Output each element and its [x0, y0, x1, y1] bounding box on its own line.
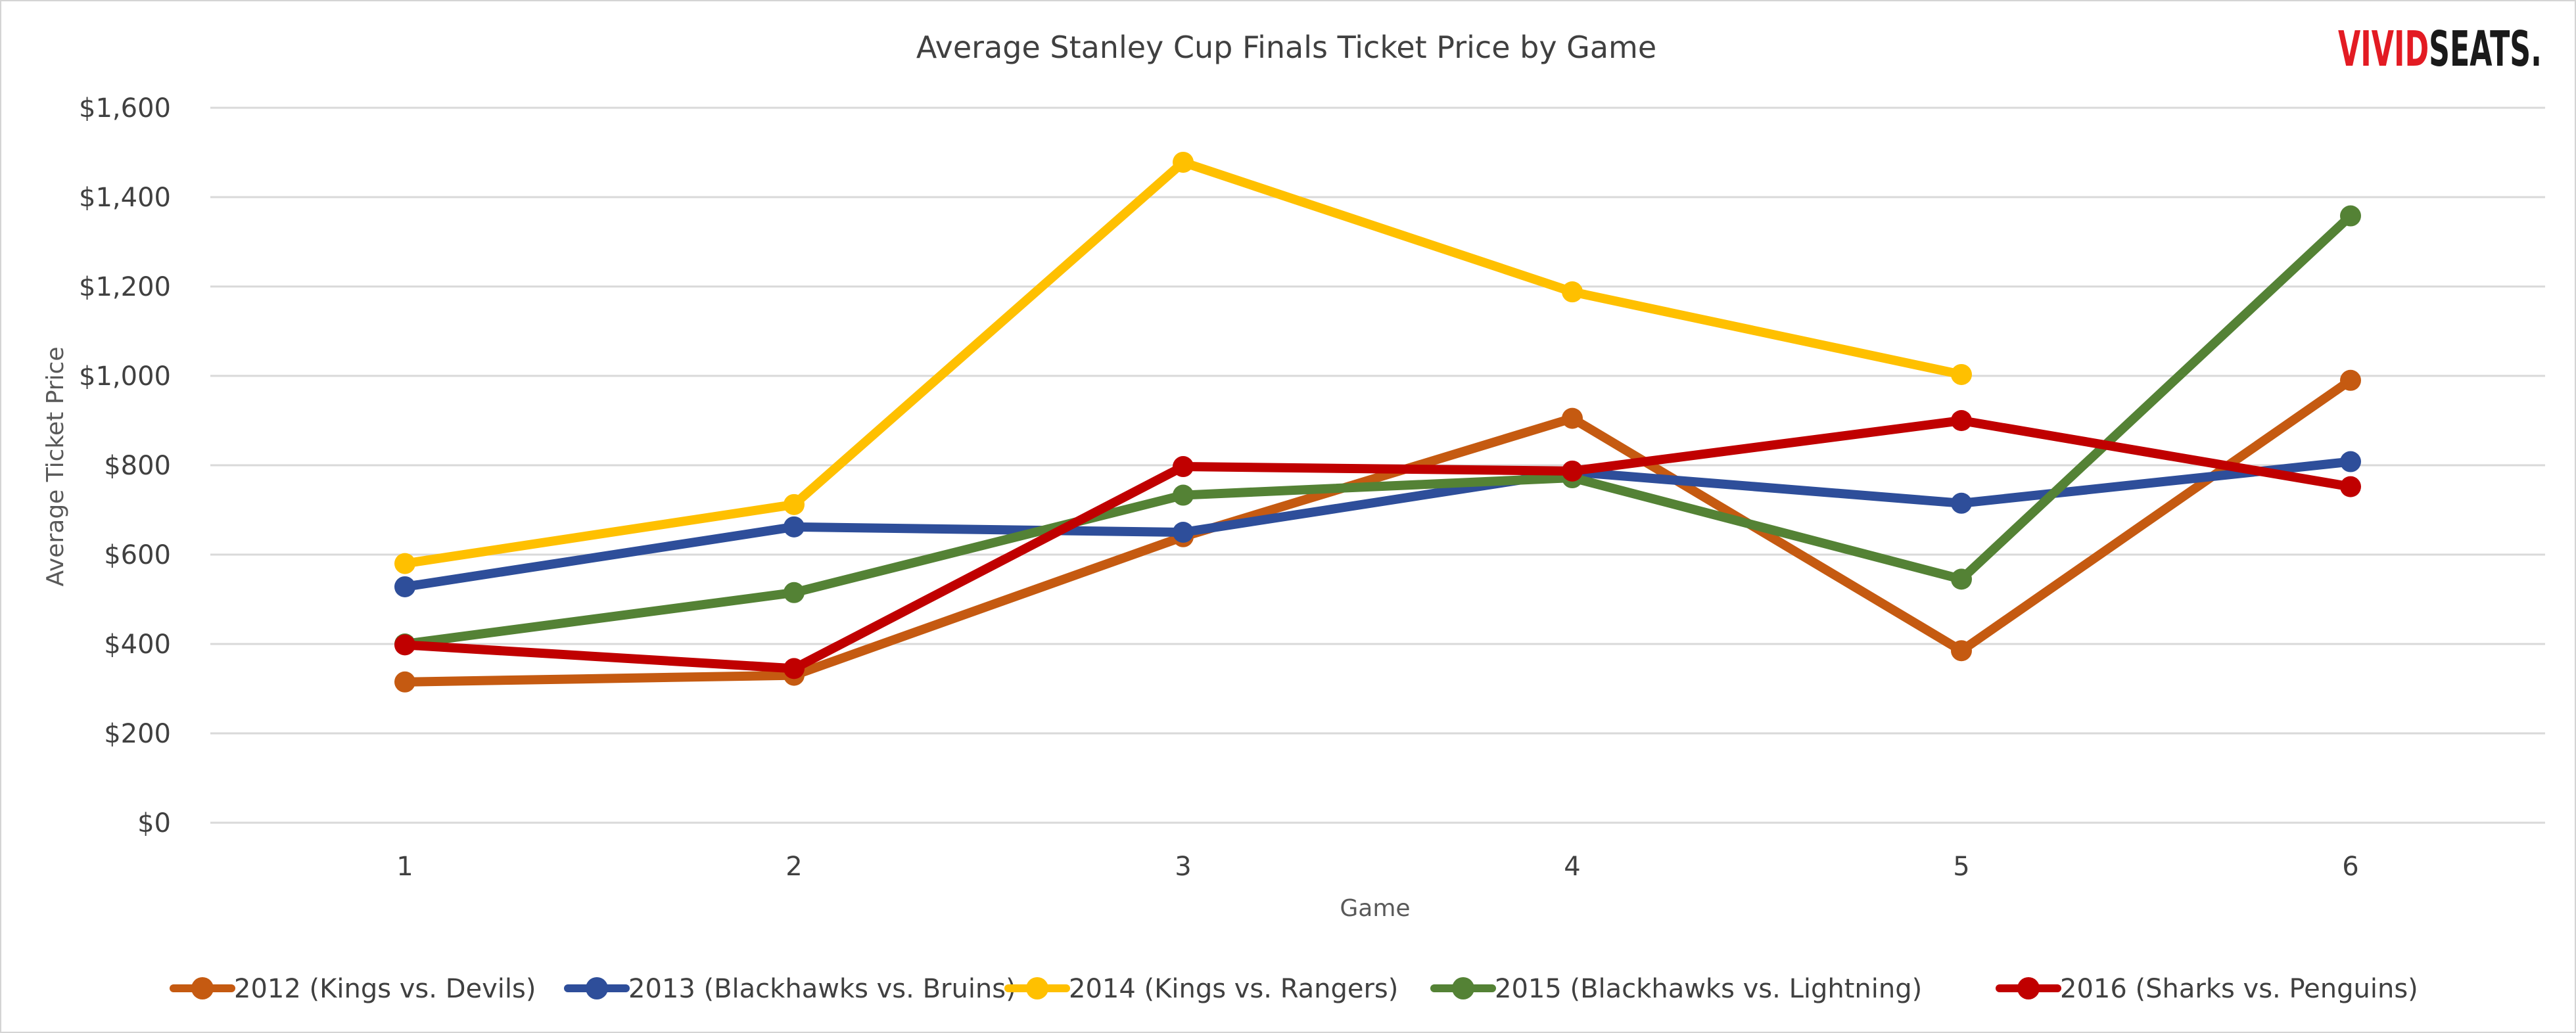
legend-item: 2012 (Kings vs. Devils) [170, 974, 536, 1004]
series-lines [394, 151, 2361, 693]
data-point [1951, 410, 1972, 431]
series-line [400, 211, 2355, 649]
logo-dot: . [2531, 21, 2542, 78]
data-point [1562, 460, 1583, 482]
data-point [1951, 492, 1972, 514]
series-line [400, 457, 2355, 591]
legend-label: 2015 (Blackhawks vs. Lightning) [1495, 974, 1922, 1004]
y-tick-label: $1,200 [79, 272, 171, 302]
legend-item: 2015 (Blackhawks vs. Lightning) [1430, 974, 1922, 1004]
data-point [1173, 456, 1194, 478]
legend-item: 2016 (Sharks vs. Penguins) [1996, 974, 2418, 1004]
x-tick-label: 2 [785, 852, 802, 882]
data-point [1951, 363, 1972, 385]
x-tick-label: 4 [1564, 852, 1580, 882]
data-point [2340, 476, 2361, 497]
y-tick-label: $600 [104, 540, 171, 570]
y-tick-label: $0 [137, 808, 171, 838]
y-tick-label: $800 [104, 451, 171, 481]
data-point [1173, 484, 1194, 506]
logo-vivid: VIVID [2338, 21, 2429, 78]
data-point [394, 671, 415, 693]
y-tick-label: $1,000 [79, 361, 171, 392]
x-axis-ticks: 1 2 3 4 5 6 [396, 852, 2358, 882]
series-line [400, 375, 2355, 687]
data-point [2340, 205, 2361, 227]
y-axis-label: Average Ticket Price [42, 346, 69, 586]
legend-item: 2013 (Blackhawks vs. Bruins) [564, 974, 1016, 1004]
data-point [2340, 451, 2361, 472]
series-3 [394, 151, 1972, 574]
x-tick-label: 5 [1953, 852, 1969, 882]
y-tick-label: $1,400 [79, 183, 171, 213]
vividseats-logo: VIVIDSEATS. [2338, 21, 2542, 78]
x-tick-label: 1 [396, 852, 413, 882]
svg-text:VIVIDSEATS.: VIVIDSEATS. [2338, 21, 2542, 78]
data-point [2340, 369, 2361, 391]
data-point [784, 516, 805, 538]
data-point [784, 658, 805, 679]
legend-label: 2012 (Kings vs. Devils) [234, 974, 536, 1004]
data-point [784, 494, 805, 515]
data-point [1951, 568, 1972, 590]
data-point [394, 634, 415, 656]
data-point [1173, 522, 1194, 543]
legend: 2012 (Kings vs. Devils) 2013 (Blackhawks … [170, 974, 2418, 1004]
y-tick-label: $1,600 [79, 93, 171, 124]
legend-swatch-marker [1026, 977, 1048, 999]
data-point [394, 576, 415, 597]
series-2 [394, 451, 2361, 597]
chart-title: Average Stanley Cup Finals Ticket Price … [916, 30, 1656, 65]
data-point [1951, 640, 1972, 662]
data-point [784, 582, 805, 603]
y-axis-ticks: $0 $200 $400 $600 $800 $1,000 $1,200 $1,400 $1,6… [79, 93, 171, 838]
y-tick-label: $200 [104, 719, 171, 749]
legend-swatch-marker [2017, 977, 2040, 999]
series-line [400, 416, 2355, 674]
x-tick-label: 3 [1175, 852, 1191, 882]
logo-seats: SEATS [2429, 21, 2531, 78]
series-5 [394, 410, 2361, 679]
legend-item: 2014 (Kings vs. Rangers) [1004, 974, 1398, 1004]
data-point [1173, 151, 1194, 173]
x-axis-label: Game [1340, 895, 1410, 922]
x-tick-label: 6 [2342, 852, 2358, 882]
y-tick-label: $400 [104, 630, 171, 660]
data-point [1562, 407, 1583, 429]
data-point [394, 553, 415, 574]
legend-swatch-marker [191, 977, 214, 999]
legend-label: 2016 (Sharks vs. Penguins) [2060, 974, 2418, 1004]
series-4 [394, 205, 2361, 654]
legend-label: 2013 (Blackhawks vs. Bruins) [628, 974, 1016, 1004]
legend-label: 2014 (Kings vs. Rangers) [1069, 974, 1398, 1004]
legend-swatch-marker [586, 977, 608, 999]
data-point [1562, 281, 1583, 303]
legend-swatch-marker [1452, 977, 1474, 999]
